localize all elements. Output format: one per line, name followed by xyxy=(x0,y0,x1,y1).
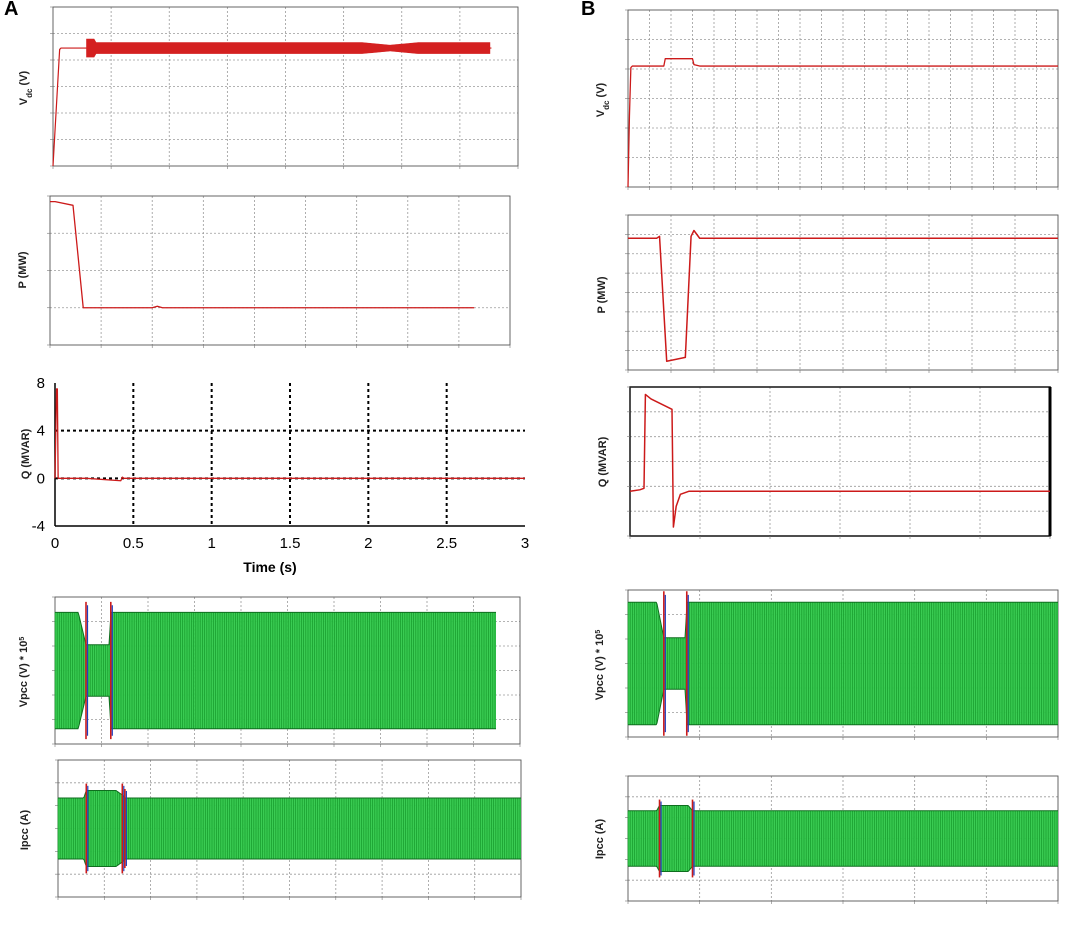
x-tick-label: 1 xyxy=(207,535,215,552)
series-line xyxy=(629,393,1050,528)
y-axis-label: Vdc (V) xyxy=(595,82,611,117)
y-axis-label: Ipcc (A) xyxy=(19,809,31,850)
y-axis-label: P (MW) xyxy=(596,276,608,313)
y-tick-label: 0 xyxy=(37,470,45,487)
plot-B-vdc xyxy=(625,9,1059,190)
series-edge-bottom xyxy=(628,865,1058,872)
plot-B-p xyxy=(625,214,1059,373)
y-axis-label: Vpcc (V) * 105 xyxy=(594,630,606,701)
y-axis-label: Vpcc (V) * 105 xyxy=(18,637,30,708)
series-edge-top xyxy=(628,805,1058,812)
plot-A-vdc xyxy=(50,6,519,169)
plot-B-ipcc xyxy=(625,775,1059,904)
plot-A-q xyxy=(54,383,525,527)
y-axis-label: P (MW) xyxy=(17,251,29,288)
series-waveform xyxy=(627,805,1058,872)
plot-A-p xyxy=(47,195,511,348)
vdc-ripple-band xyxy=(86,38,491,58)
series-line xyxy=(52,47,492,167)
series-edge-top xyxy=(55,611,496,646)
y-tick-label: 4 xyxy=(37,423,45,440)
series-edge-bottom xyxy=(628,688,1058,726)
series-edge-top xyxy=(58,789,521,799)
plot-A-vpcc xyxy=(52,596,521,747)
x-tick-label: 0 xyxy=(51,535,59,552)
y-tick-label: 8 xyxy=(37,375,45,392)
x-axis-label: Time (s) xyxy=(243,559,296,575)
x-tick-label: 3 xyxy=(521,535,529,552)
x-tick-label: 2 xyxy=(364,535,372,552)
plot-B-q xyxy=(627,386,1052,539)
series-edge-top xyxy=(628,601,1058,639)
series-waveform xyxy=(57,790,521,867)
y-axis-label: Q (MVAR) xyxy=(597,436,609,487)
x-tick-label: 0.5 xyxy=(123,535,144,552)
series-edge-bottom xyxy=(58,858,521,868)
y-axis-label: Q (MVAR) xyxy=(20,428,32,479)
series-edge-bottom xyxy=(55,695,496,730)
x-tick-label: 2.5 xyxy=(436,535,457,552)
series-line xyxy=(627,58,1058,188)
series-waveform xyxy=(54,612,496,729)
plot-A-ipcc xyxy=(55,759,522,900)
series-line xyxy=(50,200,475,309)
y-axis-label: Ipcc (A) xyxy=(594,818,606,859)
plot-B-vpcc xyxy=(625,589,1059,740)
series-line xyxy=(628,229,1058,363)
series-line xyxy=(54,388,525,482)
y-tick-label: -4 xyxy=(32,518,45,535)
series-waveform xyxy=(627,602,1058,725)
panel-label-a: A xyxy=(4,0,19,20)
y-axis-label: Vdc (V) xyxy=(18,70,34,105)
panel-label-b: B xyxy=(581,0,596,20)
x-tick-label: 1.5 xyxy=(280,535,301,552)
